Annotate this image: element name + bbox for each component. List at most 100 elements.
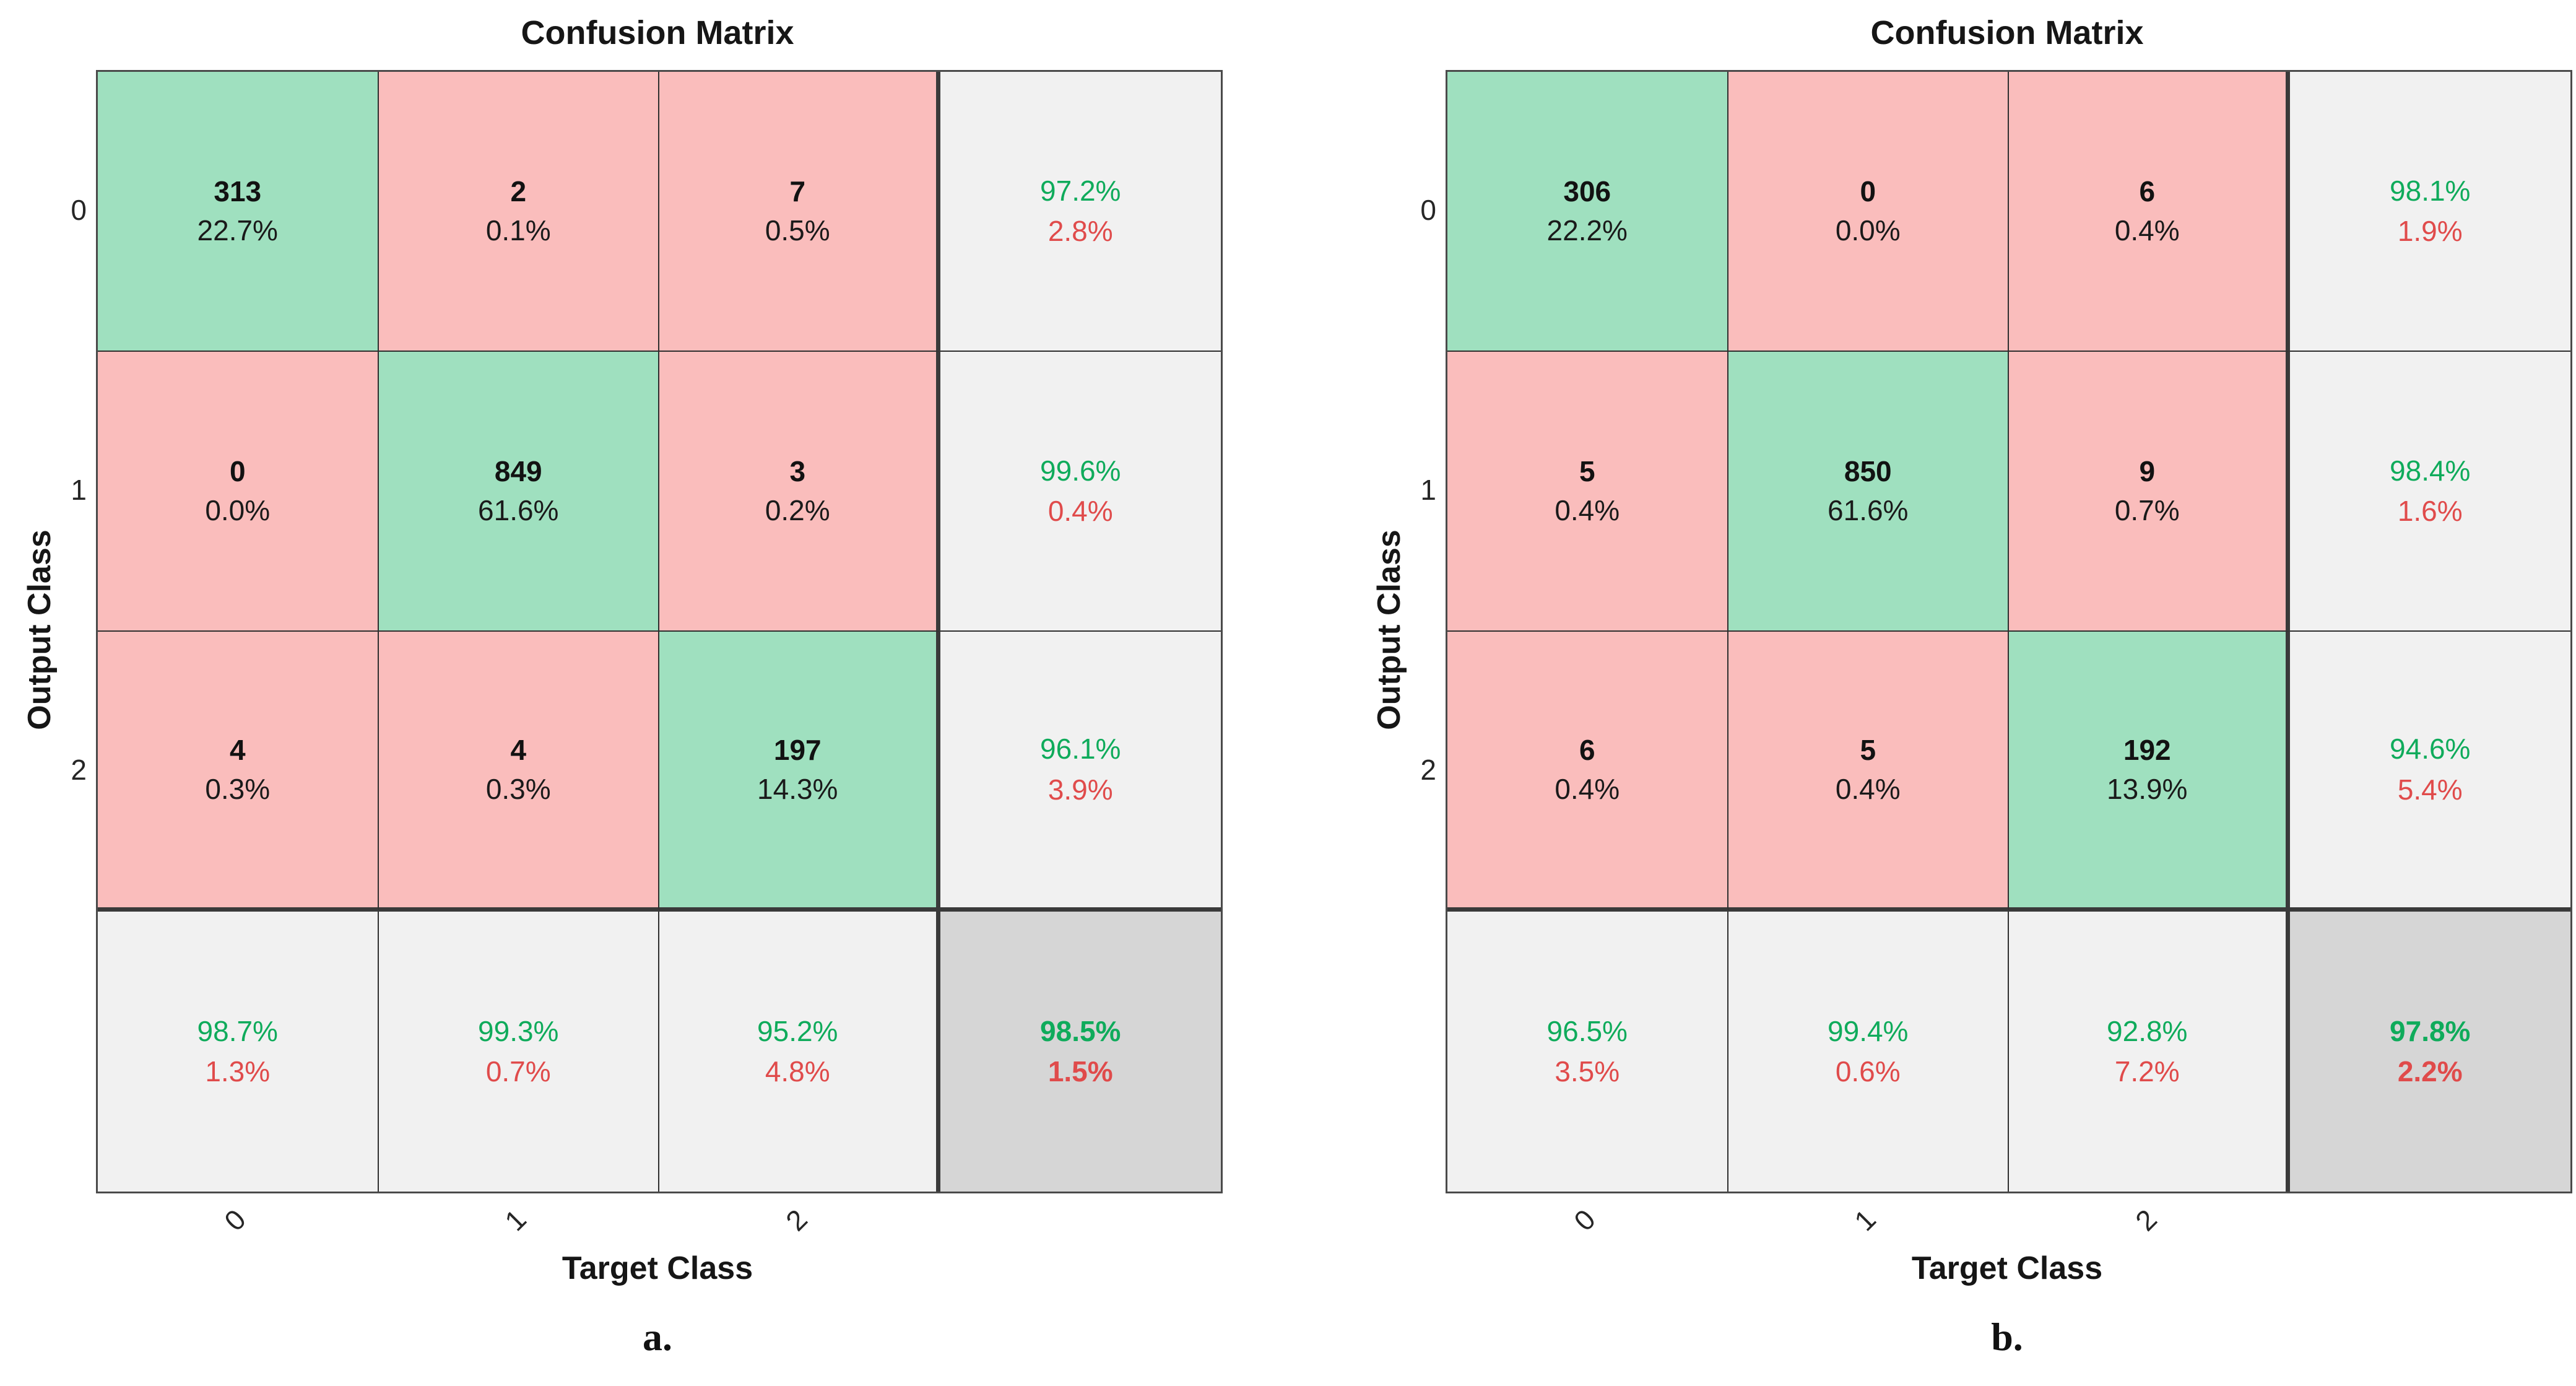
col-summary-good: 96.5% [1546,1014,1628,1047]
row-summary-bad: 3.9% [1047,773,1113,806]
overall-accuracy-bad: 2.2% [2397,1055,2463,1087]
cell-percent: 0.4% [1835,772,1901,805]
row-summary-good: 99.6% [1040,454,1121,487]
cell-percent: 14.3% [757,772,838,805]
x-tick-2: 2 [2129,1203,2163,1237]
x-tick-1: 1 [1848,1203,1882,1237]
x-tick-2: 2 [779,1203,813,1237]
cell-count: 6 [2139,175,2156,208]
y-tick-2: 2 [1420,754,1436,786]
y-axis-label: Output Class [22,530,58,730]
col-summary-good: 92.8% [2107,1014,2188,1047]
cell-count: 5 [1579,455,1595,488]
row-summary-bad: 1.6% [2397,495,2463,527]
cell-percent: 0.5% [765,214,830,246]
subfigure-caption-a: a. [643,1315,672,1359]
cell-percent: 0.4% [1555,494,1620,526]
overall-accuracy-cell: 97.8% 2.2% [2289,912,2570,1192]
col-summary-bad: 4.8% [765,1055,830,1087]
overall-accuracy-cell: 98.5% 1.5% [940,912,1221,1192]
cell-count: 3 [789,455,806,488]
cell-percent: 0.4% [1555,772,1620,805]
cell-count: 0 [1860,175,1876,208]
chart-title: Confusion Matrix [1870,14,2144,51]
cell-1-0: 0 0.0% [98,352,379,632]
cell-percent: 22.7% [197,214,278,246]
cell-2-2: 197 14.3% [659,632,940,912]
row-summary-bad: 1.9% [2397,215,2463,247]
cell-0-1: 2 0.1% [378,72,659,352]
row-summary-0: 97.2% 2.8% [940,72,1221,352]
cell-percent: 0.4% [2114,214,2180,246]
overall-accuracy-good: 98.5% [1040,1014,1121,1047]
cell-1-2: 9 0.7% [2009,352,2290,632]
cell-2-1: 5 0.4% [1728,632,2009,912]
x-axis-label: Target Class [1911,1250,2103,1286]
y-tick-0: 0 [71,194,87,226]
cell-count: 4 [229,733,246,766]
confusion-matrix-grid: 306 22.2% 0 0.0% 6 0.4% 98.1% 1.9% 5 0.4… [1446,70,2572,1193]
row-summary-2: 96.1% 3.9% [940,632,1221,912]
row-summary-bad: 0.4% [1047,495,1113,527]
cell-2-2: 192 13.9% [2009,632,2290,912]
row-summary-good: 94.6% [2390,733,2471,765]
cell-2-0: 4 0.3% [98,632,379,912]
col-summary-1: 99.4% 0.6% [1728,912,2009,1192]
x-axis-label: Target Class [562,1250,753,1286]
y-tick-0: 0 [1420,194,1436,226]
row-summary-good: 96.1% [1040,733,1121,765]
cell-percent: 13.9% [2107,772,2188,805]
cell-percent: 0.3% [485,772,551,805]
cell-count: 849 [494,455,542,488]
col-summary-bad: 0.6% [1835,1055,1901,1087]
confusion-matrix-grid: 313 22.7% 2 0.1% 7 0.5% 97.2% 2.8% 0 0.0… [96,70,1223,1193]
cell-percent: 22.2% [1546,214,1628,246]
cell-percent: 0.0% [205,494,271,526]
cell-percent: 61.6% [1828,494,1909,526]
col-summary-good: 98.7% [197,1014,278,1047]
col-summary-good: 99.4% [1828,1014,1909,1047]
cell-1-1: 850 61.6% [1728,352,2009,632]
cell-count: 306 [1563,175,1611,208]
cell-percent: 0.7% [2114,494,2180,526]
cell-0-0: 313 22.7% [98,72,379,352]
y-axis-label: Output Class [1371,530,1407,730]
chart-title: Confusion Matrix [521,14,794,51]
col-summary-bad: 0.7% [485,1055,551,1087]
cell-count: 2 [510,175,527,208]
cell-percent: 0.3% [205,772,271,805]
row-summary-bad: 5.4% [2397,773,2463,806]
row-summary-good: 98.1% [2390,174,2471,207]
x-tick-0: 0 [1568,1203,1602,1237]
cell-count: 5 [1860,733,1876,766]
row-summary-1: 99.6% 0.4% [940,352,1221,632]
cell-count: 6 [1579,733,1595,766]
col-summary-bad: 3.5% [1555,1055,1620,1087]
cell-percent: 0.2% [765,494,830,526]
cell-count: 9 [2139,455,2156,488]
y-tick-1: 1 [1420,474,1436,506]
col-summary-1: 99.3% 0.7% [378,912,659,1192]
cell-percent: 0.1% [485,214,551,246]
row-summary-1: 98.4% 1.6% [2289,352,2570,632]
cell-0-1: 0 0.0% [1728,72,2009,352]
cell-count: 192 [2123,733,2171,766]
cell-count: 0 [229,455,246,488]
cell-count: 313 [214,175,262,208]
x-tick-0: 0 [218,1203,252,1237]
cell-2-0: 6 0.4% [1447,632,1728,912]
cell-1-1: 849 61.6% [378,352,659,632]
cell-percent: 0.0% [1835,214,1901,246]
row-summary-2: 94.6% 5.4% [2289,632,2570,912]
y-tick-2: 2 [71,754,87,786]
cell-1-0: 5 0.4% [1447,352,1728,632]
cell-percent: 61.6% [478,494,559,526]
overall-accuracy-bad: 1.5% [1047,1055,1113,1087]
y-tick-1: 1 [71,474,87,506]
row-summary-good: 98.4% [2390,454,2471,487]
cell-0-0: 306 22.2% [1447,72,1728,352]
col-summary-good: 99.3% [478,1014,559,1047]
x-tick-1: 1 [498,1203,532,1237]
cell-0-2: 6 0.4% [2009,72,2290,352]
row-summary-0: 98.1% 1.9% [2289,72,2570,352]
